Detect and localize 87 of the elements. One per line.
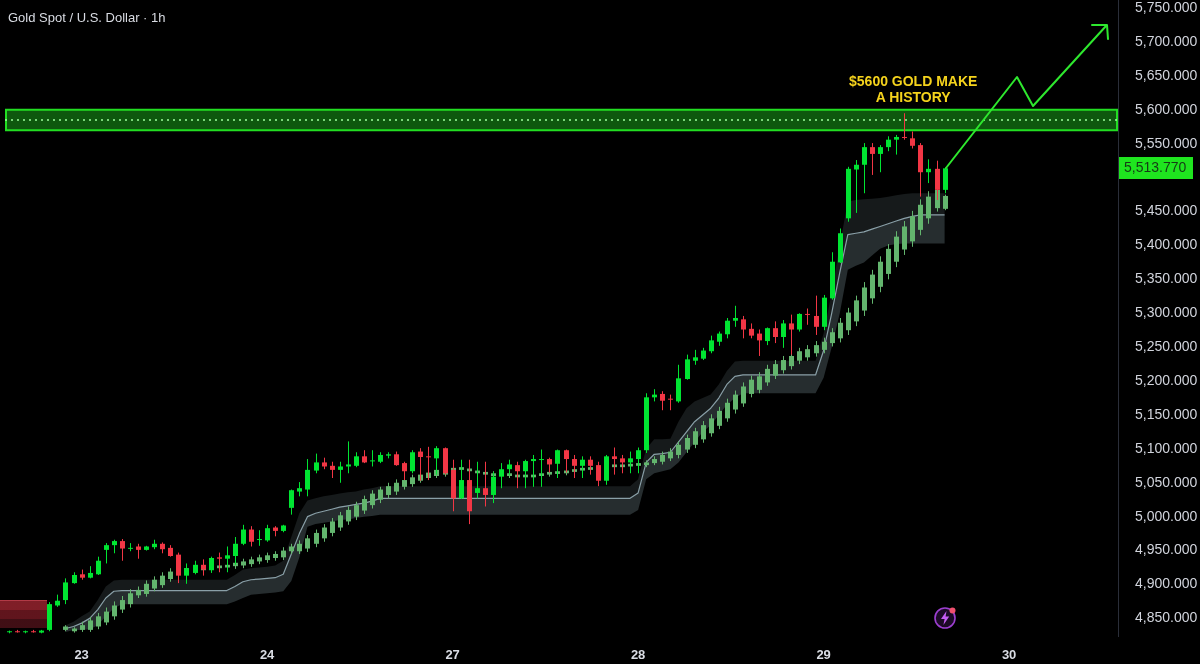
candlestick bbox=[685, 434, 690, 454]
y-tick-label: 5,150.000 bbox=[1135, 405, 1198, 422]
candlestick bbox=[797, 312, 802, 333]
candlestick bbox=[112, 600, 117, 621]
candlestick bbox=[773, 359, 778, 380]
y-tick-label: 5,250.000 bbox=[1135, 338, 1198, 355]
y-tick-label: 5,650.000 bbox=[1135, 66, 1198, 83]
y-tick-label: 5,450.000 bbox=[1135, 202, 1198, 219]
candlestick bbox=[249, 525, 254, 547]
text: Gold Spot / U.S. Dollar · 1h bbox=[8, 10, 166, 25]
band-label: $5600 GOLD MAKE A HISTORY bbox=[849, 72, 978, 105]
candlestick bbox=[305, 458, 310, 497]
candlestick bbox=[854, 295, 859, 327]
y-tick-label: 4,850.000 bbox=[1135, 609, 1198, 626]
candlestick bbox=[709, 413, 714, 438]
candlestick bbox=[741, 381, 746, 408]
candlestick bbox=[717, 406, 722, 430]
candlestick bbox=[902, 112, 907, 141]
y-tick-label: 5,750.000 bbox=[1135, 0, 1198, 15]
candlestick bbox=[346, 506, 351, 526]
y-tick-label: 5,350.000 bbox=[1135, 270, 1198, 287]
x-tick-label: 27 bbox=[445, 647, 460, 663]
y-tick-label: 5,550.000 bbox=[1135, 134, 1198, 151]
y-tick-label: 4,900.000 bbox=[1135, 575, 1198, 592]
candlestick bbox=[878, 144, 883, 173]
candlestick bbox=[943, 166, 948, 194]
candlestick bbox=[346, 440, 351, 474]
candlestick bbox=[330, 517, 335, 537]
y-tick-label: 5,600.000 bbox=[1135, 100, 1198, 117]
candlestick bbox=[96, 556, 101, 576]
y-tick-label: 5,050.000 bbox=[1135, 473, 1198, 490]
text: 5,513.770 bbox=[1124, 158, 1187, 175]
y-tick-label: 5,300.000 bbox=[1135, 304, 1198, 321]
y-tick-label: 5,200.000 bbox=[1135, 371, 1198, 388]
candlestick bbox=[773, 320, 778, 344]
candlestick bbox=[410, 449, 415, 474]
candlestick bbox=[241, 524, 246, 546]
candlestick bbox=[749, 375, 754, 398]
x-tick-label: 28 bbox=[630, 647, 646, 663]
candlestick bbox=[741, 315, 746, 339]
candlestick bbox=[765, 364, 770, 387]
candlestick bbox=[701, 420, 706, 444]
candlestick bbox=[725, 398, 730, 423]
candlestick bbox=[370, 449, 375, 467]
x-tick-label: 24 bbox=[259, 647, 276, 663]
candlestick bbox=[926, 190, 931, 225]
candlestick bbox=[685, 354, 690, 381]
candlestick bbox=[338, 461, 343, 484]
candlestick bbox=[676, 364, 681, 404]
candlestick bbox=[870, 269, 875, 305]
candlestick bbox=[338, 511, 343, 532]
candlestick bbox=[120, 538, 125, 562]
candlestick bbox=[725, 317, 730, 339]
y-tick-label: 5,000.000 bbox=[1135, 507, 1198, 524]
candlestick bbox=[128, 588, 133, 609]
candlestick bbox=[854, 159, 859, 214]
candlestick bbox=[289, 489, 294, 516]
candlestick bbox=[814, 295, 819, 336]
candlestick bbox=[660, 390, 665, 411]
y-tick-label: 5,400.000 bbox=[1135, 236, 1198, 253]
candlestick bbox=[257, 529, 262, 547]
candlestick bbox=[862, 142, 867, 194]
candlestick bbox=[354, 501, 359, 521]
candlestick bbox=[733, 390, 738, 415]
candlestick bbox=[862, 281, 867, 317]
x-tick-label: 30 bbox=[1001, 647, 1017, 663]
y-tick-label: 4,950.000 bbox=[1135, 541, 1198, 558]
candlestick bbox=[693, 427, 698, 449]
candlestick bbox=[314, 453, 319, 474]
candlestick bbox=[894, 134, 899, 156]
candlestick bbox=[870, 142, 875, 176]
candlestick bbox=[63, 577, 68, 605]
candlestick bbox=[781, 319, 786, 349]
candlestick bbox=[830, 327, 835, 347]
candlestick bbox=[362, 495, 367, 515]
y-tick-label: 5,700.000 bbox=[1135, 32, 1198, 49]
candlestick bbox=[805, 308, 810, 326]
candlestick bbox=[733, 305, 738, 328]
candlestick bbox=[104, 542, 109, 564]
candlestick bbox=[902, 220, 907, 256]
x-tick-label: 29 bbox=[816, 647, 831, 663]
candlestick bbox=[757, 371, 762, 394]
y-tick-label: 5,100.000 bbox=[1135, 439, 1198, 456]
candlestick bbox=[846, 307, 851, 336]
candlestick bbox=[838, 317, 843, 343]
candlestick bbox=[370, 489, 375, 510]
x-tick-label: 23 bbox=[74, 647, 89, 663]
